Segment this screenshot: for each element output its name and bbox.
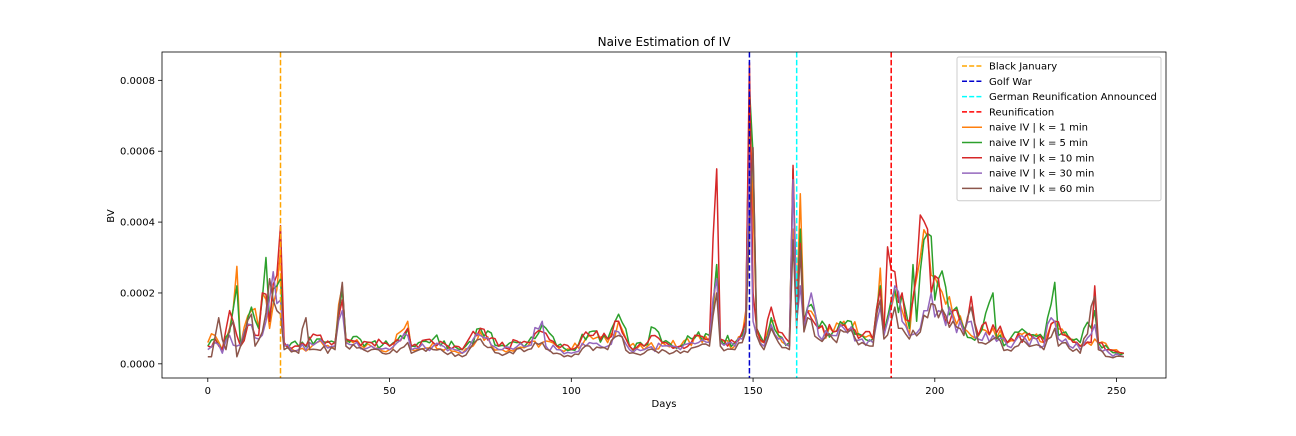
- axes-frame: [161, 51, 1167, 379]
- y-tick-label: 0.0006: [120, 147, 155, 158]
- series-line-3: [207, 61, 1124, 354]
- series-line-2: [207, 86, 1125, 356]
- x-tick-label: 150: [744, 386, 763, 397]
- legend-box: [956, 56, 1162, 202]
- x-tick-label: 0: [205, 386, 211, 397]
- y-axis-label: BV: [106, 209, 117, 223]
- legend-label-1: Black January: [989, 62, 1057, 73]
- y-tick-label: 0.0008: [120, 76, 155, 87]
- legend-label-4: Reunification: [989, 107, 1054, 118]
- plot-area: 0 50 100 150 200 250 0.0000 0.0002 0.0004 0.0006 0…: [120, 51, 1167, 397]
- chart-title: Naive Estimation of IV: [598, 35, 732, 49]
- legend-label-3: German Reunification Announced: [989, 92, 1157, 103]
- series-line-4: [207, 150, 1125, 358]
- legend-label-7: naive IV | k = 10 min: [989, 153, 1094, 164]
- x-tick-label: 200: [925, 386, 944, 397]
- x-tick-label: 100: [562, 386, 581, 397]
- legend-label-5: naive IV | k = 1 min: [989, 123, 1088, 134]
- legend-label-6: naive IV | k = 5 min: [989, 138, 1088, 149]
- legend: Black January Golf War German Reunificatio…: [956, 56, 1162, 202]
- y-tick-label: 0.0002: [120, 288, 155, 299]
- legend-label-9: naive IV | k = 60 min: [989, 184, 1094, 195]
- series-line-5: [207, 146, 1124, 359]
- y-tick-label: 0.0004: [120, 218, 155, 229]
- series-lines: [207, 61, 1125, 359]
- x-axis-label: Days: [652, 399, 677, 410]
- x-tick-label: 50: [383, 386, 396, 397]
- x-tick-label: 250: [1107, 386, 1126, 397]
- legend-label-8: naive IV | k = 30 min: [989, 169, 1094, 180]
- y-tick-label: 0.0000: [120, 359, 155, 370]
- legend-label-2: Golf War: [989, 77, 1033, 88]
